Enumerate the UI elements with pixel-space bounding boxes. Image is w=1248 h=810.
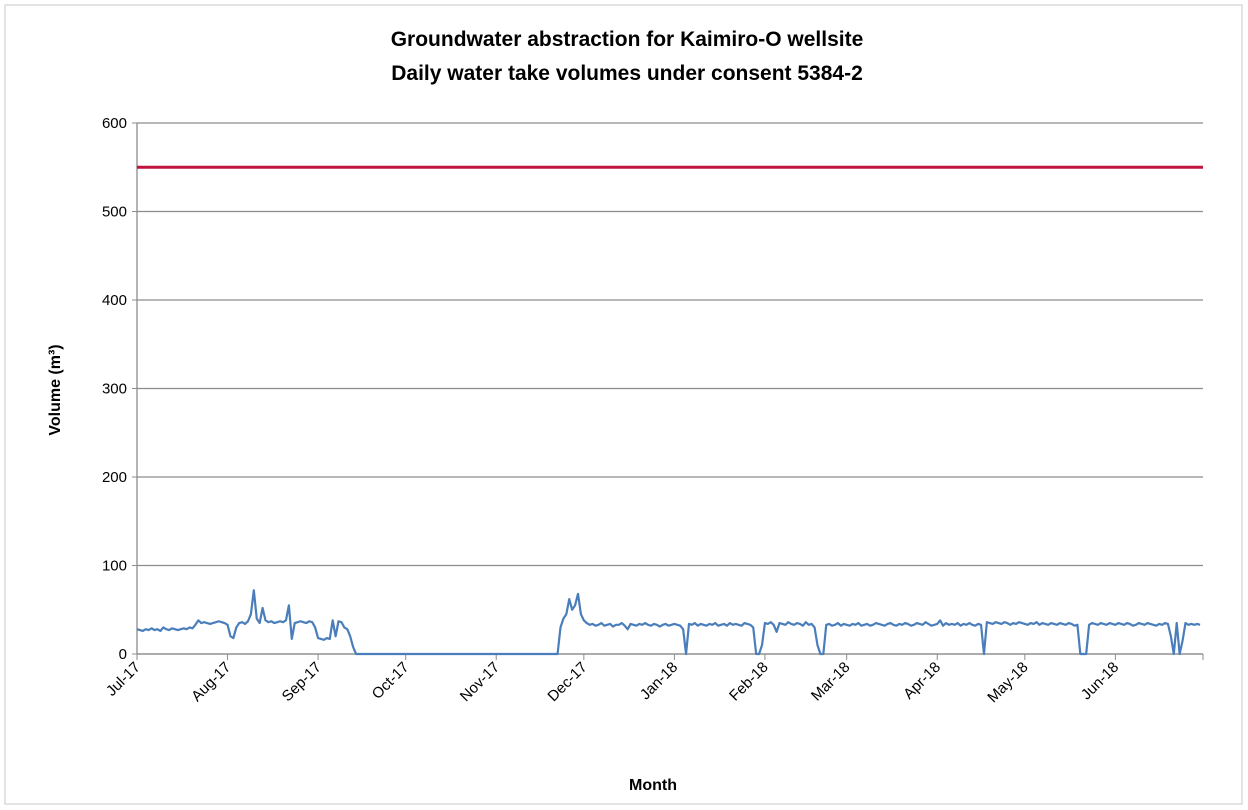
- chart-border: [4, 4, 1243, 805]
- y-tick-label: 500: [102, 204, 127, 221]
- y-tick-label: 200: [102, 469, 127, 486]
- y-tick-label: 0: [119, 646, 127, 663]
- y-tick-label: 100: [102, 558, 127, 575]
- y-tick-label: 300: [102, 381, 127, 398]
- y-tick-label: 400: [102, 292, 127, 309]
- y-axis-title: Volume (m³): [47, 344, 64, 435]
- chart-subtitle: Daily water take volumes under consent 5…: [391, 62, 863, 85]
- y-tick-label: 600: [102, 115, 127, 132]
- x-axis-title: Month: [629, 777, 677, 794]
- data-line: [136, 589, 1201, 656]
- chart-title: Groundwater abstraction for Kaimiro-O we…: [391, 28, 864, 51]
